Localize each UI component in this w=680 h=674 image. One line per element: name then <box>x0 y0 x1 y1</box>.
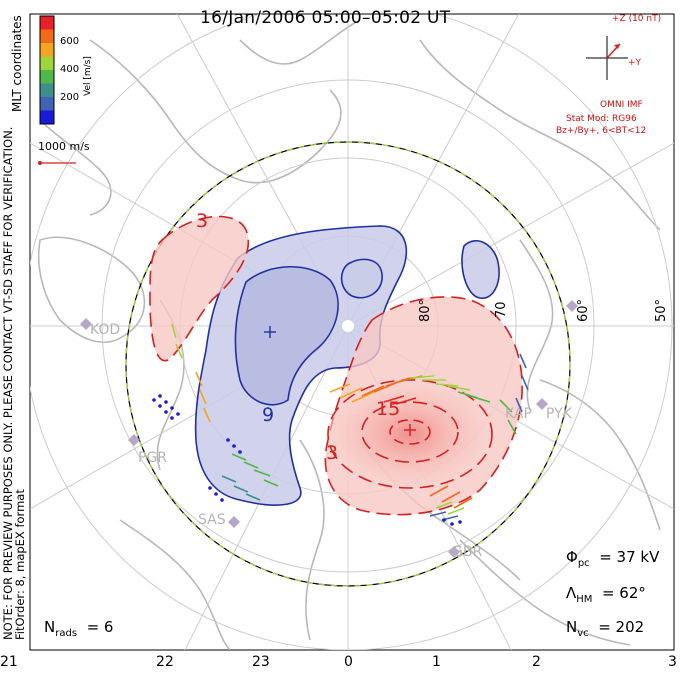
scale-vector <box>38 161 76 165</box>
phi-value: = 37 kV <box>599 548 660 566</box>
lambda-sub: HM <box>576 594 593 605</box>
mlt-tick-23: 23 <box>252 654 270 670</box>
phi-symbol: Φ <box>566 548 578 566</box>
colorbar-swatch <box>40 29 54 44</box>
fit-note: FitOrder: 8, mapEX format <box>13 489 27 640</box>
imf-y-label: +Y <box>628 58 642 68</box>
contour-label-dawn-inner: 15 <box>376 398 401 420</box>
nrads-value: = 6 <box>86 618 114 636</box>
negative-cell-east <box>461 240 500 299</box>
radar-label-pyk: PYK <box>546 406 572 422</box>
colorbar-tick-400: 400 <box>60 64 80 75</box>
phi-sub: pc <box>577 558 590 569</box>
colorbar-swatch <box>40 56 54 71</box>
nvc-sub: vc <box>577 628 589 639</box>
map-title: 16/Jan/2006 05:00–05:02 UT <box>200 8 451 28</box>
coords-label: MLT coordinates <box>10 15 24 112</box>
imf-model: Stat Mod: RG96 <box>566 114 637 124</box>
nrads-symbol: N <box>44 618 56 636</box>
positive-cell-center <box>389 419 431 445</box>
colorbar-swatch <box>40 70 54 84</box>
nvc-symbol: N <box>566 618 578 636</box>
colorbar-swatch <box>40 16 54 30</box>
stat-n-vc: Nvc = 202 <box>566 618 644 639</box>
colorbar-swatch <box>40 97 54 111</box>
negative-cell-small <box>340 258 383 299</box>
colorbar-frame <box>39 15 55 125</box>
colorbar-label: Vel [m/s] <box>83 56 93 96</box>
colorbar-swatch <box>40 110 54 125</box>
imf-source: OMNI IMF <box>600 100 643 110</box>
mlt-tick-21: 21 <box>0 654 18 670</box>
mlt-tick-2: 2 <box>532 654 541 670</box>
imf-z-label: +Z (10 nT) <box>612 14 662 24</box>
potential-max-marker <box>404 424 416 436</box>
mlt-tick-3: 3 <box>668 654 677 670</box>
imf-dial <box>586 36 628 80</box>
colorbar-swatch <box>40 43 54 57</box>
lat-label-80: 80° <box>418 298 433 322</box>
lat-label-70: 70 <box>494 301 509 318</box>
stat-n-rads: Nrads = 6 <box>44 618 113 639</box>
contour-label-dusk: 9 <box>262 404 275 426</box>
contour-label-dawn-outer: 3 <box>326 442 339 464</box>
radar-label-sas: SAS <box>198 512 226 528</box>
stat-phi-pc: Φpc = 37 kV <box>566 548 659 569</box>
radar-site-markers <box>80 300 578 558</box>
colorbar-tick-600: 600 <box>60 36 80 47</box>
positive-cell-mid <box>361 401 459 463</box>
lat-label-50: 50° <box>654 298 669 322</box>
positive-cell-nw <box>149 215 250 362</box>
mlt-tick-0: 0 <box>344 654 353 670</box>
velocity-colorbar <box>40 16 54 125</box>
radar-label-gbr: GBR <box>452 544 483 560</box>
nrads-sub: rads <box>55 628 78 639</box>
mlt-tick-1: 1 <box>432 654 441 670</box>
lambda-symbol: Λ <box>566 584 577 602</box>
pole-marker <box>342 320 354 332</box>
colorbar-swatch <box>40 83 54 98</box>
negative-cell-inner <box>234 265 339 406</box>
hm-boundary-dash <box>125 141 571 587</box>
colorbar-tick-200: 200 <box>60 92 80 103</box>
radar-label-kod: KOD <box>90 322 121 338</box>
nvc-value: = 202 <box>598 618 645 636</box>
radar-label-kap: KAP <box>505 406 532 422</box>
imf-condition: Bz+/By+, 6<BT<12 <box>556 126 647 136</box>
contour-label-nw: 3 <box>196 210 209 232</box>
scale-vector-label: 1000 m/s <box>38 140 90 153</box>
lambda-value: = 62° <box>601 584 646 602</box>
mlt-tick-22: 22 <box>156 654 174 670</box>
radar-label-pgr: PGR <box>138 450 168 466</box>
stat-lambda-hm: ΛHM = 62° <box>566 584 646 605</box>
potential-min-marker <box>264 326 276 338</box>
velocity-vectors <box>152 323 529 526</box>
lat-label-60: 60° <box>576 298 591 322</box>
